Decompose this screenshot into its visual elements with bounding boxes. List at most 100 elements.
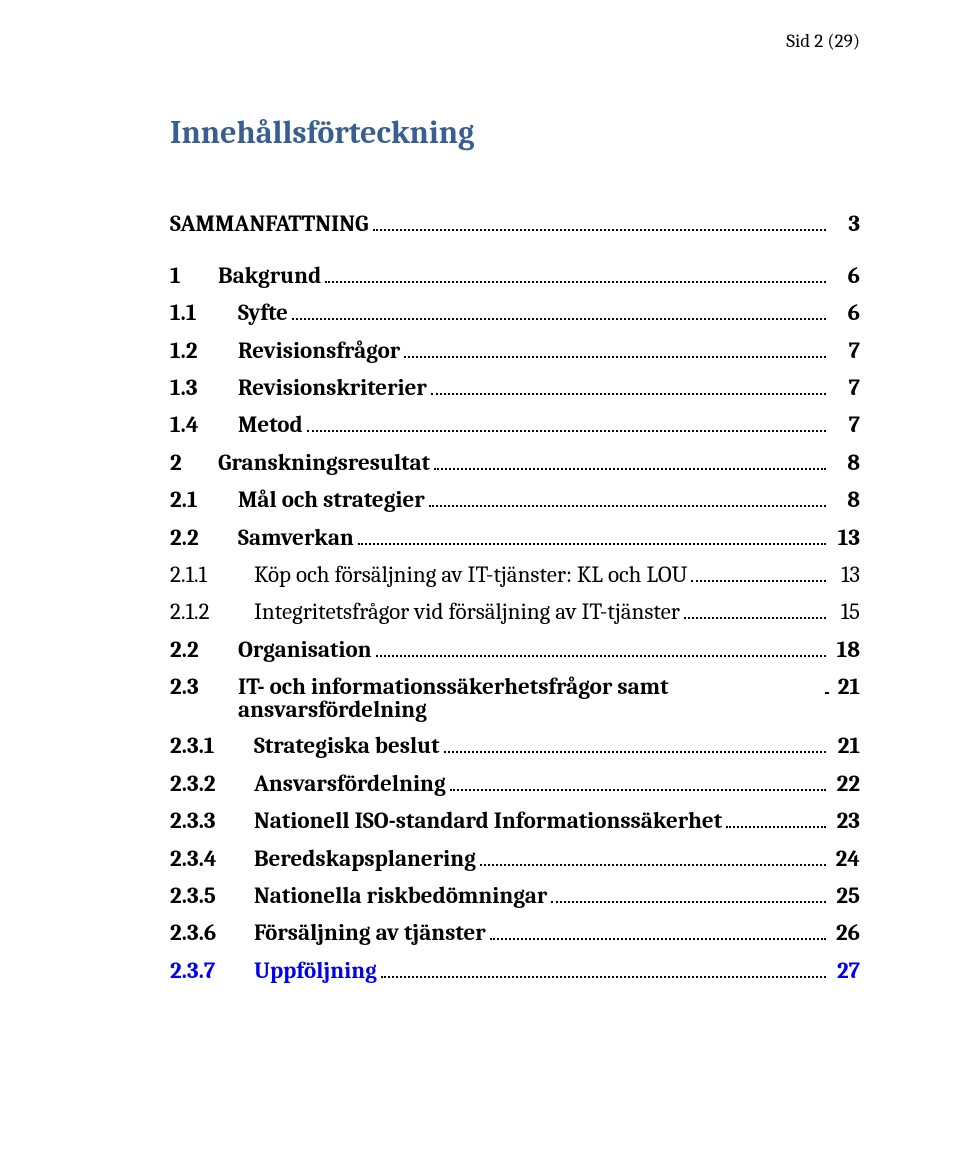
toc-leader-dots <box>376 636 826 656</box>
toc-entry-number: 2.2 <box>170 526 238 549</box>
toc-row: 2.3.4Beredskapsplanering24 <box>170 845 860 870</box>
toc-entry-number: 2.3.7 <box>170 959 254 982</box>
toc-leader-dots <box>825 674 829 694</box>
toc-row: 2.3.6Försäljning av tjänster 26 <box>170 920 860 945</box>
toc-leader-dots <box>358 524 826 544</box>
toc-entry-number: 2.3.4 <box>170 847 254 870</box>
toc-entry-number: 2.2 <box>170 638 238 661</box>
toc-row: 2.1.2Integritetsfrågor vid försäljning a… <box>170 599 860 624</box>
toc-entry-label: Revisionskriterier <box>238 376 427 399</box>
toc-entry-page: 13 <box>830 563 860 586</box>
toc-entry-label: Metod <box>238 413 303 436</box>
toc-entry-number: 2.1.2 <box>170 600 254 623</box>
toc-entry-label: Beredskapsplanering <box>254 847 476 870</box>
toc-entry-page: 6 <box>830 301 860 324</box>
toc-entry-page: 8 <box>830 451 860 474</box>
toc-row: 1.3Revisionskriterier 7 <box>170 375 860 400</box>
toc-row: 1.4Metod 7 <box>170 412 860 437</box>
toc-entry-number: 1.2 <box>170 339 238 362</box>
toc-entry-number: 2.3.3 <box>170 809 254 832</box>
toc-entry-number: 1.3 <box>170 376 238 399</box>
document-page: Sid 2 (29) Innehållsförteckning SAMMANFA… <box>0 0 960 1168</box>
toc-entry-label: Köp och försäljning av IT-tjänster: KL o… <box>254 563 687 586</box>
toc-leader-dots <box>551 883 826 903</box>
toc-entry-number: 1.1 <box>170 301 238 324</box>
toc-title: Innehållsförteckning <box>170 114 860 151</box>
toc-entry-number: 2 <box>170 451 218 474</box>
toc-entry-page: 7 <box>830 339 860 362</box>
toc-row: 2.3.5Nationella riskbedömningar 25 <box>170 883 860 908</box>
toc-entry-label: Uppföljning <box>254 959 377 982</box>
toc-entry-number: 2.1 <box>170 488 238 511</box>
toc-row[interactable]: 2.3.7Uppföljning 27 <box>170 957 860 982</box>
toc-row: 2.2Organisation18 <box>170 636 860 661</box>
toc-row: 1.1Syfte 6 <box>170 300 860 325</box>
toc-entry-number: 1 <box>170 264 218 287</box>
toc-entry-label: Samverkan <box>238 526 354 549</box>
toc-entry-page: 23 <box>830 809 860 832</box>
toc-entry-label: Strategiska beslut <box>254 734 440 757</box>
toc-entry-page: 8 <box>830 488 860 511</box>
toc-leader-dots <box>292 300 826 320</box>
page-header: Sid 2 (29) <box>786 30 860 52</box>
toc-entry-label: Revisionsfrågor <box>238 339 400 362</box>
toc-row: 2.3.3Nationell ISO-standard Informations… <box>170 808 860 833</box>
toc-row: 2.3.1Strategiska beslut 21 <box>170 733 860 758</box>
toc-entry-label: IT- och informationssäkerhetsfrågor samt… <box>238 675 824 721</box>
toc-leader-dots <box>431 375 826 395</box>
toc-entry-page: 7 <box>830 413 860 436</box>
toc-entry-page: 7 <box>830 376 860 399</box>
toc-row: 2.3IT- och informationssäkerhetsfrågor s… <box>170 674 860 721</box>
toc-entry-page: 21 <box>830 734 860 757</box>
toc-entry-label: Försäljning av tjänster <box>254 921 486 944</box>
toc-entry-number: 1.4 <box>170 413 238 436</box>
toc-entry-label: Nationella riskbedömningar <box>254 884 547 907</box>
toc-row: 1Bakgrund6 <box>170 262 860 287</box>
toc-leader-dots <box>490 920 826 940</box>
toc-entry-label: Bakgrund <box>218 264 321 287</box>
toc-entry-page: 21 <box>830 675 860 698</box>
toc-entry-label: Nationell ISO-standard Informationssäker… <box>254 809 722 832</box>
toc-entry-number: 2.1.1 <box>170 563 254 586</box>
toc-row: 2.1Mål och strategier 8 <box>170 487 860 512</box>
toc-leader-dots <box>684 599 826 619</box>
toc-leader-dots <box>691 562 826 582</box>
toc-row: SAMMANFATTNING 3 <box>170 211 860 236</box>
toc-entry-number: 2.3.2 <box>170 772 254 795</box>
toc-list: SAMMANFATTNING 3 1Bakgrund6 1.1Syfte 6 1.2Rev… <box>170 211 860 983</box>
toc-leader-dots <box>307 412 826 432</box>
toc-entry-page: 15 <box>830 600 860 623</box>
toc-entry-label: Integritetsfrågor vid försäljning av IT-… <box>254 600 680 623</box>
toc-entry-page: 3 <box>830 212 860 235</box>
toc-row: 1.2Revisionsfrågor 7 <box>170 337 860 362</box>
toc-entry-page: 25 <box>830 884 860 907</box>
toc-entry-number: 2.3.1 <box>170 734 254 757</box>
toc-entry-page: 27 <box>830 959 860 982</box>
toc-leader-dots <box>429 487 826 507</box>
toc-leader-dots <box>373 211 826 231</box>
toc-entry-page: 22 <box>830 772 860 795</box>
toc-leader-dots <box>404 337 826 357</box>
toc-entry-number: 2.3 <box>170 675 238 698</box>
toc-leader-dots <box>450 770 826 790</box>
toc-entry-label: Granskningsresultat <box>218 451 430 474</box>
toc-leader-dots <box>325 262 826 282</box>
toc-leader-dots <box>434 449 826 469</box>
toc-leader-dots <box>444 733 826 753</box>
toc-entry-label: Syfte <box>238 301 288 324</box>
toc-leader-dots <box>480 845 826 865</box>
toc-entry-number: 2.3.5 <box>170 884 254 907</box>
toc-entry-number: 2.3.6 <box>170 921 254 944</box>
toc-leader-dots <box>726 808 826 828</box>
toc-entry-label: Mål och strategier <box>238 488 425 511</box>
toc-row: 2.3.2Ansvarsfördelning 22 <box>170 770 860 795</box>
toc-row: 2.1.1Köp och försäljning av IT-tjänster:… <box>170 562 860 587</box>
toc-entry-page: 13 <box>830 526 860 549</box>
toc-entry-page: 26 <box>830 921 860 944</box>
toc-entry-label: Ansvarsfördelning <box>254 772 446 795</box>
toc-entry-label: SAMMANFATTNING <box>170 212 369 235</box>
toc-row: 2Granskningsresultat 8 <box>170 449 860 474</box>
toc-leader-dots <box>381 957 826 977</box>
toc-row: 2.2Samverkan 13 <box>170 524 860 549</box>
toc-entry-label: Organisation <box>238 638 372 661</box>
